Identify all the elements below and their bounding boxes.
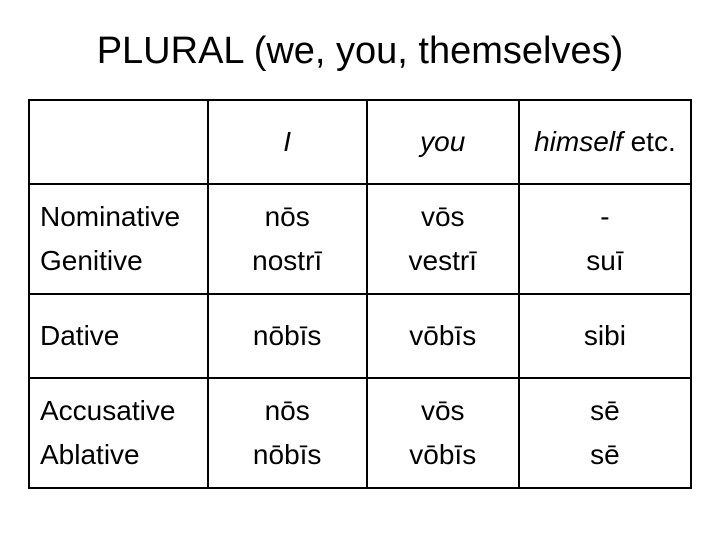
cell-nom-you: vōs [367,184,519,239]
rowlabel-ablative: Ablative [29,433,208,488]
cell-nom-himself: - [519,184,691,239]
row-accusative: Accusative nōs vōs sē [29,378,691,433]
col-head-himself-italic: himself [534,126,623,157]
col-head-you: you [367,100,519,184]
cell-dat-himself: sibi [519,294,691,378]
col-head-i: I [208,100,367,184]
rowlabel-genitive: Genitive [29,239,208,294]
cell-nom-i: nōs [208,184,367,239]
cell-abl-himself: sē [519,433,691,488]
cell-dat-you: vōbīs [367,294,519,378]
cell-abl-you: vōbīs [367,433,519,488]
row-genitive: Genitive nostrī vestrī suī [29,239,691,294]
cell-acc-i: nōs [208,378,367,433]
rowlabel-accusative: Accusative [29,378,208,433]
cell-dat-i: nōbīs [208,294,367,378]
row-nominative: Nominative nōs vōs - [29,184,691,239]
rowlabel-nominative: Nominative [29,184,208,239]
row-dative: Dative nōbīs vōbīs sibi [29,294,691,378]
row-ablative: Ablative nōbīs vōbīs sē [29,433,691,488]
col-head-himself: himself etc. [519,100,691,184]
slide: PLURAL (we, you, themselves) I you himse… [0,0,720,540]
cell-gen-i: nostrī [208,239,367,294]
header-blank [29,100,208,184]
pronoun-table: I you himself etc. Nominative nōs vōs - … [28,99,692,489]
cell-acc-himself: sē [519,378,691,433]
slide-title: PLURAL (we, you, themselves) [28,30,692,73]
cell-acc-you: vōs [367,378,519,433]
table-header-row: I you himself etc. [29,100,691,184]
rowlabel-dative: Dative [29,294,208,378]
col-head-himself-etc: etc. [623,126,676,157]
cell-gen-you: vestrī [367,239,519,294]
cell-gen-himself: suī [519,239,691,294]
cell-abl-i: nōbīs [208,433,367,488]
